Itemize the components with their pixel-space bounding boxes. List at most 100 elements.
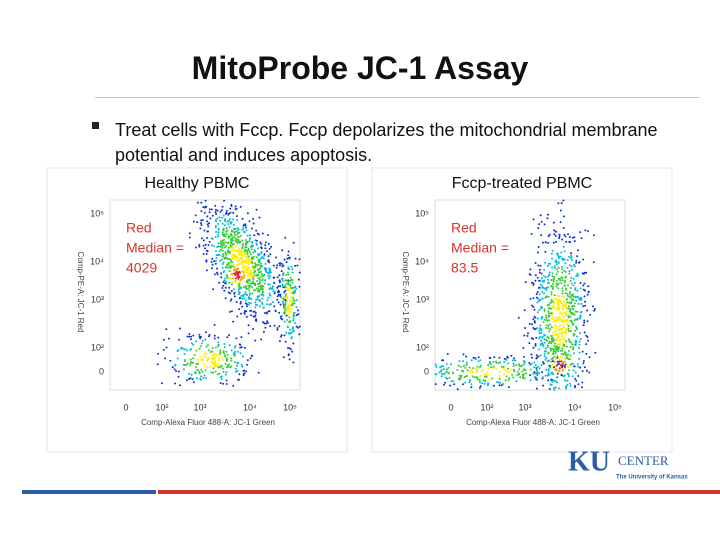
event-dot	[547, 314, 550, 317]
event-dot	[569, 382, 571, 385]
event-dot	[456, 368, 459, 371]
event-dot	[222, 284, 225, 287]
event-dot	[288, 347, 291, 350]
event-dot	[540, 277, 543, 280]
event-dot	[559, 299, 562, 302]
event-dot	[223, 233, 226, 236]
event-dot	[452, 380, 455, 383]
event-dot	[291, 279, 294, 281]
event-dot	[550, 360, 553, 363]
event-dot	[204, 199, 207, 202]
event-dot	[522, 346, 525, 349]
event-dot	[571, 375, 574, 378]
event-dot	[230, 242, 233, 245]
event-dot	[190, 373, 193, 376]
event-dot	[515, 380, 518, 383]
event-dot	[215, 220, 218, 223]
event-dot	[207, 225, 210, 228]
event-dot	[278, 311, 281, 314]
event-dot	[562, 361, 565, 364]
event-dot	[288, 280, 291, 283]
event-dot	[246, 252, 249, 255]
event-dot	[561, 368, 564, 371]
event-dot	[234, 256, 237, 259]
event-dot	[227, 291, 230, 294]
event-dot	[223, 256, 226, 259]
event-dot	[230, 359, 233, 362]
event-dot	[547, 359, 550, 362]
event-dot	[450, 363, 452, 366]
event-dot	[534, 279, 537, 282]
event-dot	[551, 257, 554, 260]
event-dot	[557, 369, 560, 372]
event-dot	[275, 266, 278, 269]
event-dot	[503, 361, 506, 363]
event-dot	[287, 347, 289, 350]
event-dot	[556, 363, 559, 366]
event-dot	[529, 363, 532, 366]
event-dot	[550, 338, 553, 341]
event-dot	[276, 298, 279, 301]
event-dot	[286, 288, 289, 291]
event-dot	[491, 377, 494, 380]
event-dot	[220, 248, 222, 251]
event-dot	[239, 280, 242, 283]
event-dot	[224, 286, 227, 289]
event-dot	[223, 199, 226, 202]
event-dot	[585, 343, 588, 346]
event-dot	[574, 325, 577, 328]
event-dot	[230, 310, 233, 313]
logo-university: The University of Kansas	[616, 475, 688, 481]
event-dot	[260, 273, 263, 276]
event-dot	[248, 293, 251, 296]
event-dot	[252, 222, 255, 225]
event-dot	[270, 303, 272, 306]
event-dot	[200, 358, 203, 361]
event-dot	[255, 243, 258, 246]
event-dot	[233, 295, 236, 298]
event-dot	[219, 349, 222, 352]
event-dot	[252, 217, 255, 220]
event-dot	[230, 237, 232, 240]
event-dot	[242, 276, 245, 279]
event-dot	[199, 335, 202, 338]
event-dot	[524, 369, 527, 372]
event-dot	[225, 209, 228, 212]
event-dot	[188, 236, 191, 239]
event-dot	[259, 281, 261, 284]
event-dot	[456, 388, 459, 391]
event-dot	[458, 360, 461, 362]
event-dot	[573, 343, 576, 346]
event-dot	[550, 342, 552, 345]
event-dot	[536, 371, 539, 374]
event-dot	[536, 301, 539, 304]
event-dot	[539, 324, 542, 327]
event-dot	[240, 336, 243, 339]
event-dot	[552, 300, 554, 303]
event-dot	[235, 364, 238, 367]
event-dot	[230, 365, 233, 368]
event-dot	[557, 318, 560, 321]
event-dot	[512, 368, 515, 371]
event-dot	[562, 296, 565, 299]
event-dot	[465, 363, 468, 366]
event-dot	[476, 368, 479, 371]
event-dot	[176, 350, 179, 352]
event-dot	[254, 270, 257, 273]
event-dot	[279, 262, 282, 265]
event-dot	[498, 377, 501, 380]
event-dot	[506, 355, 509, 358]
event-dot	[235, 271, 237, 274]
event-dot	[218, 363, 221, 366]
event-dot	[556, 346, 559, 349]
event-dot	[250, 265, 253, 267]
event-dot	[235, 245, 237, 248]
event-dot	[192, 334, 195, 337]
event-dot	[216, 253, 219, 256]
event-dot	[524, 327, 527, 329]
event-dot	[529, 273, 532, 276]
x-tick-label: 10⁴	[568, 402, 582, 412]
event-dot	[566, 345, 568, 348]
event-dot	[162, 348, 165, 351]
event-dot	[533, 321, 536, 324]
